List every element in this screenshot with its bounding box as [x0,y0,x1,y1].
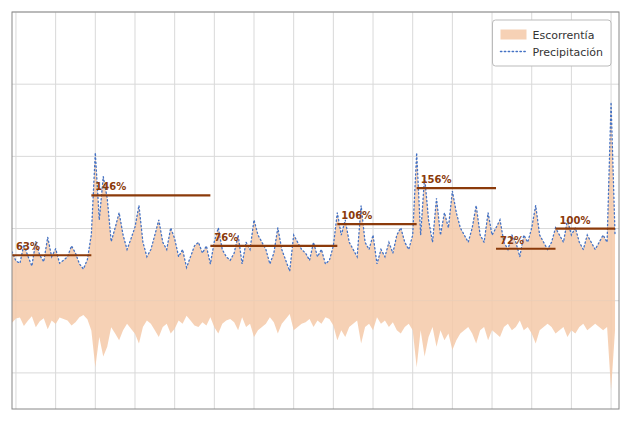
cycle-label: 156% [421,174,452,185]
grid-line-x [333,12,334,409]
plot-frame [12,12,619,409]
grid-line-x [134,12,135,409]
legend: Escorrentía Precipitación [493,20,612,66]
grid [12,12,619,409]
cycle-line [417,187,496,189]
cycle-label: 146% [95,181,126,192]
cycle-line [556,227,616,229]
chart: 63% 146% 76% 106% 156% 72% 100% Escorrentía Prec… [0,0,631,421]
grid-line-x [214,12,215,409]
legend-swatch [501,51,527,53]
cycle-line [12,254,91,256]
cycle-line [496,248,556,250]
legend-swatch [501,30,527,40]
cycle-label: 72% [500,235,524,246]
legend-label: Precipitación [533,46,604,59]
cycle-line [337,223,416,225]
area-lower [12,301,615,390]
grid-line-y [12,156,619,157]
legend-box [493,20,612,66]
cycle-label: 100% [560,215,591,226]
plot-data [12,102,615,390]
grid-line-x [15,12,16,409]
grid-line-x [412,12,413,409]
grid-line-y [12,372,619,373]
grid-line-x [174,12,175,409]
legend-label: Escorrentía [533,29,595,42]
precip-line [12,102,615,271]
grid-line-x [492,12,493,409]
area-upper [12,102,615,301]
cycle-label: 76% [214,232,238,243]
grid-line-x [373,12,374,409]
cycle-line [210,245,337,247]
grid-line-x [293,12,294,409]
cycle-label: 106% [341,210,372,221]
grid-line-x [531,12,532,409]
grid-line-x [571,12,572,409]
cycle-line [91,194,210,196]
grid-line-y [12,84,619,85]
grid-line-x [55,12,56,409]
grid-line-x [254,12,255,409]
cycle-label: 63% [16,241,40,252]
